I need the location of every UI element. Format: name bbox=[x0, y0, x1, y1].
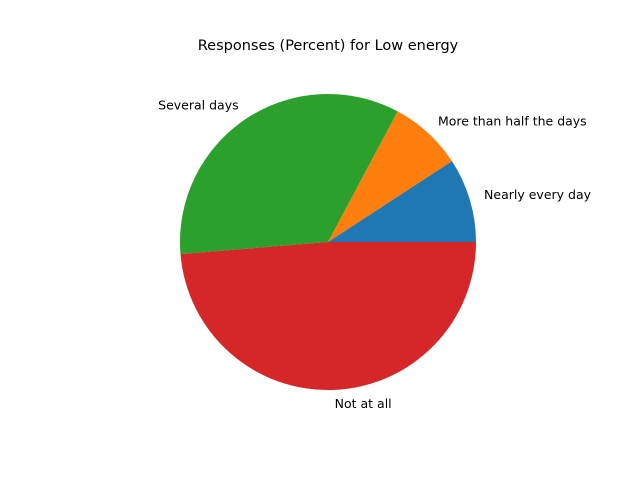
pie-labels: Nearly every day More than half the days S… bbox=[158, 97, 591, 411]
pie-slices bbox=[179, 93, 477, 391]
pie-label-more-than-half-the-days: More than half the days bbox=[438, 113, 587, 128]
chart-title: Responses (Percent) for Low energy bbox=[198, 38, 459, 54]
pie-slice-not-at-all bbox=[180, 242, 477, 391]
pie-label-several-days: Several days bbox=[158, 97, 238, 112]
pie-slice-more-than-half-the-days bbox=[328, 111, 452, 242]
pie-label-nearly-every-day: Nearly every day bbox=[484, 187, 592, 202]
pie-label-not-at-all: Not at all bbox=[335, 396, 392, 411]
pie-slice-several-days bbox=[179, 93, 398, 255]
pie-slice-nearly-every-day bbox=[328, 161, 476, 242]
